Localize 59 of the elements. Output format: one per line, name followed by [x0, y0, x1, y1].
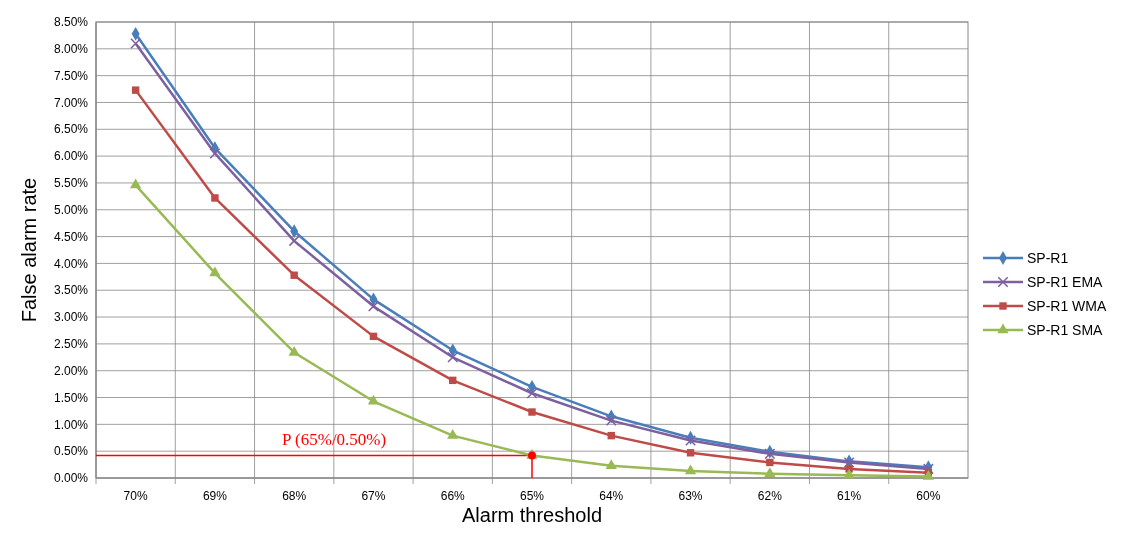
point	[526, 387, 538, 399]
point	[367, 394, 380, 405]
legend-label: SP-R1 SMA	[1027, 321, 1104, 338]
y-tick-label: 0.00%	[53, 471, 89, 486]
point	[764, 448, 776, 460]
legend-label: SP-R1 EMA	[1027, 273, 1104, 290]
y-tick-label: 8.50%	[53, 15, 89, 30]
point	[447, 429, 459, 439]
y-tick-label: 4.00%	[53, 256, 89, 271]
x-tick-label: 69%	[202, 489, 228, 503]
point	[764, 467, 776, 477]
x-tick-label: 62%	[757, 489, 783, 503]
x-tick-label: 70%	[123, 489, 148, 503]
x-tick-label: 67%	[361, 489, 386, 503]
y-tick-label: 3.50%	[53, 283, 89, 298]
x-tick-label: 66%	[440, 489, 466, 503]
point	[843, 468, 855, 479]
x-axis-title: Alarm threshold	[461, 504, 603, 526]
point	[209, 147, 221, 159]
point	[211, 194, 219, 202]
y-tick-label: 1.00%	[53, 417, 89, 432]
point	[288, 235, 300, 247]
y-tick-label: 8.00%	[53, 42, 89, 57]
y-tick-label: 2.00%	[53, 363, 89, 378]
point	[766, 458, 774, 467]
y-tick-label: 6.00%	[53, 149, 89, 164]
point	[367, 300, 379, 312]
y-tick-label: 5.00%	[53, 202, 89, 217]
y-tick-label: 7.50%	[53, 68, 89, 83]
x-tick-label: 65%	[519, 489, 545, 503]
y-tick-label: 2.50%	[53, 337, 89, 352]
y-tick-label: 6.50%	[53, 122, 89, 137]
point	[130, 178, 142, 189]
legend-label: SP-R1	[1027, 249, 1069, 266]
x-tick-label: 61%	[837, 489, 862, 503]
y-tick-label: 3.00%	[53, 310, 89, 325]
point	[447, 351, 459, 363]
point	[290, 271, 298, 279]
point	[209, 266, 221, 277]
point	[130, 37, 142, 49]
point	[605, 459, 617, 469]
x-tick-label: 64%	[599, 489, 624, 503]
point	[131, 86, 140, 94]
y-tick-label: 4.50%	[53, 229, 89, 244]
x-tick-label: 60%	[916, 489, 941, 503]
point	[288, 345, 300, 356]
y-tick-label: 7.00%	[53, 95, 89, 110]
y-tick-label: 1.50%	[53, 390, 89, 405]
annotation: P (65%/0.50%)	[282, 430, 387, 450]
point	[528, 408, 536, 416]
x-tick-label: 68%	[282, 489, 307, 503]
point	[685, 434, 697, 446]
y-tick-label: 5.50%	[53, 176, 89, 191]
legend-label: SP-R1 WMA	[1027, 297, 1107, 314]
y-tick-label: 0.50%	[53, 444, 89, 459]
x-tick-label: 63%	[678, 489, 703, 503]
point	[684, 464, 697, 475]
y-axis-title: False alarm rate	[18, 177, 40, 323]
point	[605, 415, 617, 427]
